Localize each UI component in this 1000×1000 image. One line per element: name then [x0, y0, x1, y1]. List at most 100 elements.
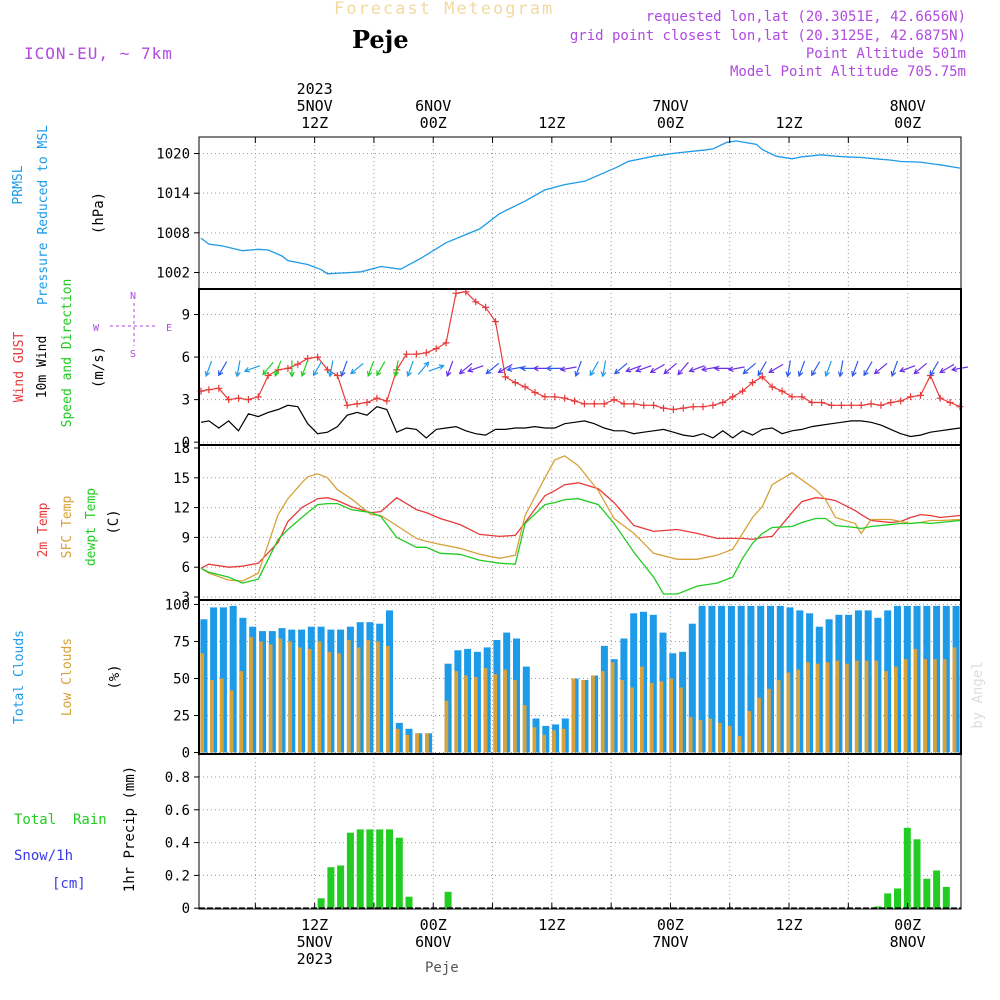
low-cloud-bar [747, 711, 752, 753]
low-cloud-bar [288, 641, 292, 753]
temperature-panel: 3 6 9 12 15 18 [173, 441, 961, 606]
low-cloud-bar [600, 671, 605, 753]
low-cloud-bar [493, 674, 498, 753]
total-cloud-bar [718, 605, 726, 753]
wind-direction-arrow [613, 362, 628, 375]
low-cloud-bar [864, 660, 869, 753]
low-cloud-bar [913, 648, 918, 753]
top-time-label: 00Z [894, 114, 921, 132]
wind-direction-arrow [506, 366, 524, 372]
gust-marker [917, 391, 924, 399]
gust-marker [244, 396, 252, 404]
wind-direction-arrow [376, 361, 386, 377]
gust-marker [907, 393, 915, 401]
ytick-label: 0.8 [165, 770, 190, 786]
gust-marker [620, 400, 628, 408]
total-cloud-bar [757, 605, 765, 753]
label-ms: (m/s) [91, 346, 107, 388]
gust-marker [363, 399, 371, 406]
precip-frame [198, 753, 962, 910]
low-cloud-bar [718, 722, 722, 753]
bottom-time-label: 00Z [420, 916, 447, 934]
rain-bar [405, 896, 413, 909]
rain-bar [444, 891, 452, 909]
bottom-time-label: 8NOV [890, 933, 926, 951]
wind-direction-arrow [939, 363, 955, 374]
low-cloud-bar [298, 647, 302, 753]
low-cloud-bar [708, 718, 713, 753]
total-cloud-bar [229, 605, 237, 753]
temp-labels: 2m Temp SFC Temp dewpt Temp (C) [36, 488, 122, 566]
label-10m-wind: 10m Wind [35, 336, 50, 399]
low-cloud-bar [249, 637, 253, 753]
gust-marker [531, 389, 539, 396]
gust-marker [561, 394, 569, 402]
rain-bar [942, 886, 950, 909]
gust-marker [818, 399, 826, 406]
ytick-label: 100 [165, 597, 190, 613]
gust-marker [936, 394, 944, 402]
rain-bar [884, 893, 892, 909]
gust-marker [650, 401, 658, 409]
gust-marker [788, 393, 796, 401]
wind-direction-arrow [797, 360, 806, 378]
low-cloud-bar [317, 641, 322, 753]
compass-n: N [130, 291, 136, 302]
label-dewpt-temp: dewpt Temp [84, 488, 99, 566]
low-cloud-bar [307, 648, 312, 753]
wind-direction-arrow [625, 365, 642, 373]
ytick-label: 3 [182, 590, 190, 606]
low-cloud-bar [923, 659, 927, 753]
gust-marker [333, 372, 341, 379]
wind-direction-arrow [428, 364, 445, 372]
gust-marker [254, 393, 262, 401]
gust-marker [610, 396, 618, 404]
low-cloud-bar [405, 734, 410, 753]
t2m-line [200, 482, 961, 569]
gust-marker [660, 404, 667, 412]
low-cloud-bar [649, 682, 654, 753]
low-cloud-bar [356, 647, 361, 753]
total-cloud-bar [688, 623, 696, 753]
low-cloud-bar [757, 697, 761, 753]
ytick-label: 1008 [156, 226, 190, 242]
low-cloud-bar [366, 640, 371, 753]
gust-marker [225, 396, 233, 404]
gust-marker [294, 360, 302, 368]
wind-direction-arrow [545, 365, 563, 372]
wind-direction-arrow [204, 360, 213, 378]
rain-bar [874, 906, 882, 909]
gust-marker [778, 387, 786, 395]
rain-bar [923, 878, 931, 909]
low-cloud-bar [679, 687, 683, 753]
rain-bar [376, 829, 384, 909]
bottom-time-label: 12Z [538, 916, 565, 934]
wind-direction-arrow [713, 365, 731, 372]
pressure-panel: 1002 1008 1014 1020 [156, 137, 961, 289]
wind-direction-arrow [406, 360, 414, 378]
gust-marker [452, 289, 460, 297]
gust-marker [808, 399, 816, 406]
rain-bar [337, 865, 345, 909]
gust-marker [877, 401, 885, 409]
gust-marker [403, 350, 410, 358]
low-cloud-bar [942, 659, 947, 753]
low-cloud-bar [542, 734, 546, 753]
wind-direction-arrow [824, 360, 832, 378]
ytick-label: 0 [182, 901, 190, 917]
low-cloud-bar [395, 728, 400, 753]
credit-watermark: by Angel [970, 661, 986, 728]
total-cloud-bar [630, 613, 638, 753]
point-altitude: Point Altitude 501m [805, 46, 966, 62]
ytick-label: 1020 [156, 147, 190, 163]
low-cloud-bar [444, 700, 449, 753]
gust-marker [501, 373, 509, 381]
wind-direction-arrow [458, 362, 473, 375]
ytick-label: 3 [182, 393, 190, 409]
low-cloud-bar [386, 645, 390, 753]
wind-direction-arrow [350, 362, 364, 375]
gust-marker [729, 393, 737, 401]
gust-marker [383, 397, 391, 405]
low-cloud-bar [259, 641, 263, 753]
low-cloud-bar [659, 681, 664, 753]
